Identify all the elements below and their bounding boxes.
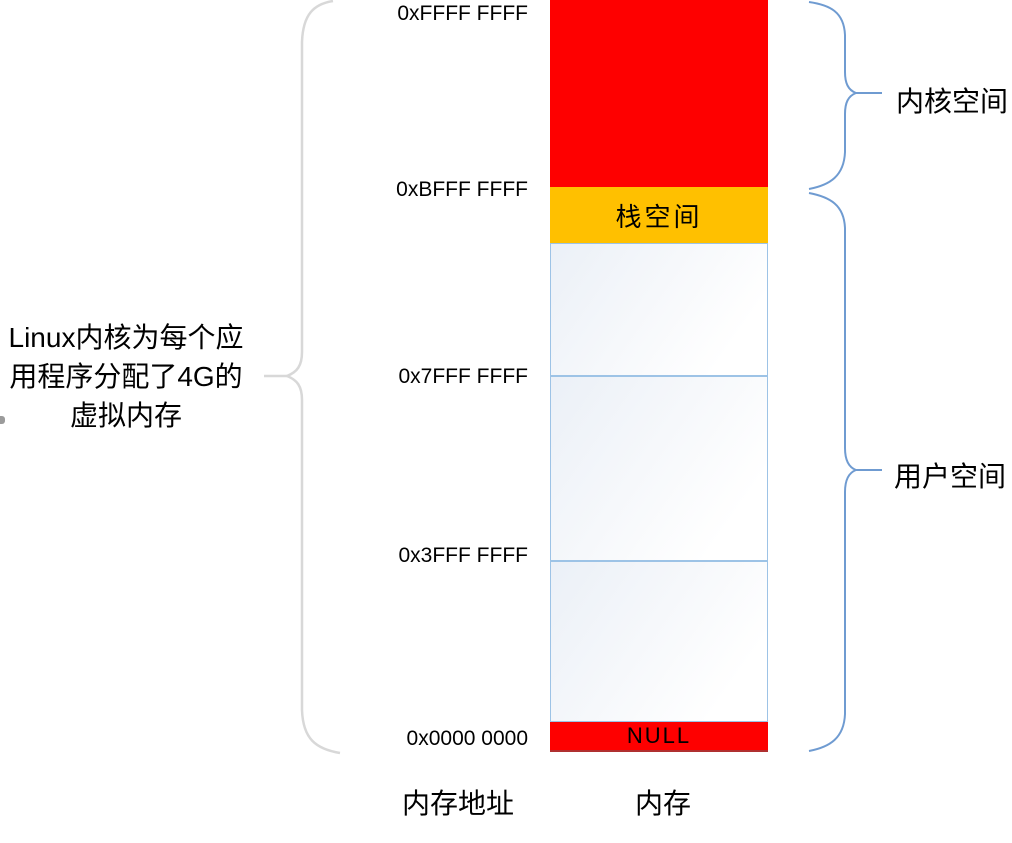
user-space-brace [808,192,859,752]
null-label: NULL [626,723,692,748]
segment-kernel-space [550,0,768,187]
kernel-space-brace [808,1,859,190]
segment-free-upper [550,243,768,376]
left-annotation-line-1: Linux内核为每个应 [8,322,244,353]
segment-stack-space: 栈空间 [550,187,768,243]
edge-artifact [0,416,5,424]
address-label-ffff-ffff: 0xFFFF FFFF [397,2,528,25]
left-annotation-line-2: 用程序分配了4G的 [9,361,243,392]
left-annotation-line-3: 虚拟内存 [69,400,182,431]
address-label-7fff-ffff: 0x7FFF FFFF [398,365,529,388]
kernel-space-label: 内核空间 [896,86,1009,117]
address-label-3fff-ffff: 0x3FFF FFFF [398,544,529,567]
segment-free-middle [550,376,768,561]
memory-caption: 内存 [634,788,691,819]
stack-space-label: 栈空间 [615,201,703,232]
address-label-bfff-ffff: 0xBFFF FFFF [396,178,528,201]
memory-address-caption: 内存地址 [401,788,514,819]
memory-bar: 栈空间 NULL [550,0,768,752]
left-annotation: Linux内核为每个应 用程序分配了4G的 虚拟内存 [0,318,260,435]
address-label-0000-0000: 0x0000 0000 [406,727,528,750]
segment-free-lower [550,561,768,722]
segment-null: NULL [550,722,768,752]
user-space-label: 用户空间 [894,461,1007,492]
left-brace [283,0,341,755]
